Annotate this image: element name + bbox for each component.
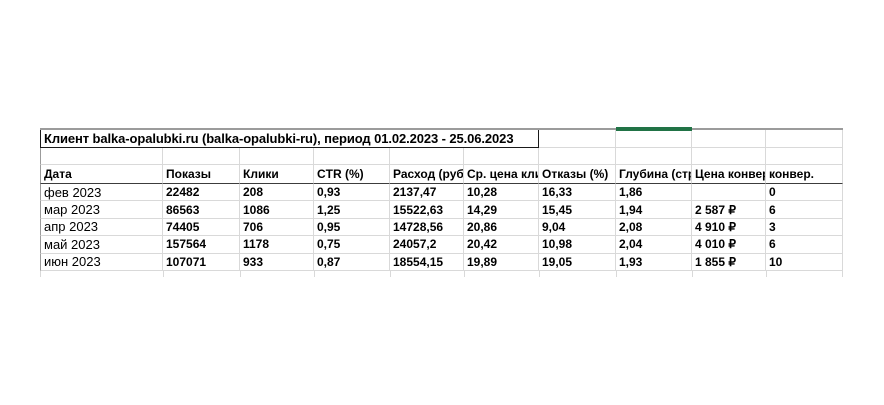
column-header-conversions[interactable]: конвер. [766, 165, 843, 184]
table-cell[interactable] [692, 148, 766, 165]
table-cell[interactable]: 0,87 [314, 253, 390, 271]
table-cell[interactable]: 1,86 [616, 184, 692, 202]
table-cell[interactable]: 15522,63 [390, 201, 464, 219]
table-cell[interactable]: 933 [240, 253, 314, 271]
table-cell[interactable]: 86563 [163, 201, 240, 219]
table-cell[interactable]: 1,25 [314, 201, 390, 219]
table-cell[interactable]: 10,98 [539, 236, 616, 254]
table-cell[interactable]: 1178 [240, 236, 314, 254]
table-cell[interactable]: 3 [766, 218, 843, 237]
table-cell[interactable]: 4 010 ₽ [692, 236, 766, 254]
table-cell[interactable]: 1 855 ₽ [692, 253, 766, 271]
table-cell[interactable]: 6 [766, 236, 843, 254]
table-cell[interactable] [766, 129, 843, 148]
selection-border-indicator [616, 127, 692, 131]
table-cell[interactable] [692, 129, 766, 148]
report-table: Клиент balka-opalubki.ru (balka-opalubki… [40, 127, 843, 277]
table-cell[interactable]: 2 587 ₽ [692, 201, 766, 219]
table-cell[interactable]: 14,29 [464, 201, 539, 219]
table-cell[interactable]: 18554,15 [390, 253, 464, 271]
table-cell[interactable]: 157564 [163, 236, 240, 254]
table-cell[interactable] [616, 148, 692, 165]
table-cell[interactable]: 1,93 [616, 253, 692, 271]
table-cell[interactable]: 16,33 [539, 184, 616, 202]
table-cell[interactable]: 9,04 [539, 218, 616, 237]
table-cell-month[interactable]: апр 2023 [40, 218, 163, 237]
table-cell[interactable]: 15,45 [539, 201, 616, 219]
table-cell[interactable] [314, 148, 390, 165]
table-cell[interactable]: 0,75 [314, 236, 390, 254]
table-cell[interactable] [616, 129, 692, 148]
table-cell[interactable] [240, 148, 314, 165]
table-cell-month[interactable]: мар 2023 [40, 201, 163, 219]
table-cell[interactable]: 10,28 [464, 184, 539, 202]
table-cell[interactable]: 107071 [163, 253, 240, 271]
column-header-avg-click-price[interactable]: Ср. цена кли [464, 165, 539, 184]
table-cell[interactable]: 0 [766, 184, 843, 202]
column-header-depth[interactable]: Глубина (стр [616, 165, 692, 184]
table-cell-month[interactable]: май 2023 [40, 236, 163, 254]
table-cell[interactable]: 1086 [240, 201, 314, 219]
table-cell[interactable]: 24057,2 [390, 236, 464, 254]
table-cell[interactable]: 19,89 [464, 253, 539, 271]
table-cell[interactable] [539, 129, 616, 148]
table-cell[interactable]: 10 [766, 253, 843, 271]
table-cell[interactable]: 706 [240, 218, 314, 237]
column-header-impressions[interactable]: Показы [163, 165, 240, 184]
column-header-date[interactable]: Дата [40, 165, 163, 184]
table-cell[interactable]: 6 [766, 201, 843, 219]
table-cell[interactable]: 19,05 [539, 253, 616, 271]
table-cell[interactable] [40, 148, 163, 165]
table-cell[interactable] [390, 148, 464, 165]
table-cell[interactable] [464, 148, 539, 165]
table-cell[interactable]: 2,04 [616, 236, 692, 254]
table-cell[interactable]: 208 [240, 184, 314, 202]
table-cell[interactable]: 22482 [163, 184, 240, 202]
table-cell[interactable] [539, 148, 616, 165]
report-title-cell[interactable]: Клиент balka-opalubki.ru (balka-opalubki… [40, 129, 539, 148]
table-cell[interactable]: 74405 [163, 218, 240, 237]
table-cell-month[interactable]: июн 2023 [40, 253, 163, 271]
table-cell[interactable]: 4 910 ₽ [692, 218, 766, 237]
table-cell[interactable]: 0,93 [314, 184, 390, 202]
table-cell[interactable]: 0,95 [314, 218, 390, 237]
table-cell[interactable]: 20,42 [464, 236, 539, 254]
table-cell[interactable]: 1,94 [616, 201, 692, 219]
table-cell-month[interactable]: фев 2023 [40, 184, 163, 202]
table-cell[interactable]: 20,86 [464, 218, 539, 237]
table-cell[interactable]: 14728,56 [390, 218, 464, 237]
table-cell[interactable]: 2137,47 [390, 184, 464, 202]
column-header-ctr[interactable]: CTR (%) [314, 165, 390, 184]
table-cell[interactable] [692, 184, 766, 202]
column-header-clicks[interactable]: Клики [240, 165, 314, 184]
partial-row-gridlines [40, 271, 843, 277]
table-cell[interactable] [766, 148, 843, 165]
column-header-cost[interactable]: Расход (руб.) [390, 165, 464, 184]
column-header-bounces[interactable]: Отказы (%) [539, 165, 616, 184]
table-top-border [40, 128, 843, 130]
table-cell[interactable]: 2,08 [616, 218, 692, 237]
table-cell[interactable] [163, 148, 240, 165]
column-header-conversion-price[interactable]: Цена конвер [692, 165, 766, 184]
